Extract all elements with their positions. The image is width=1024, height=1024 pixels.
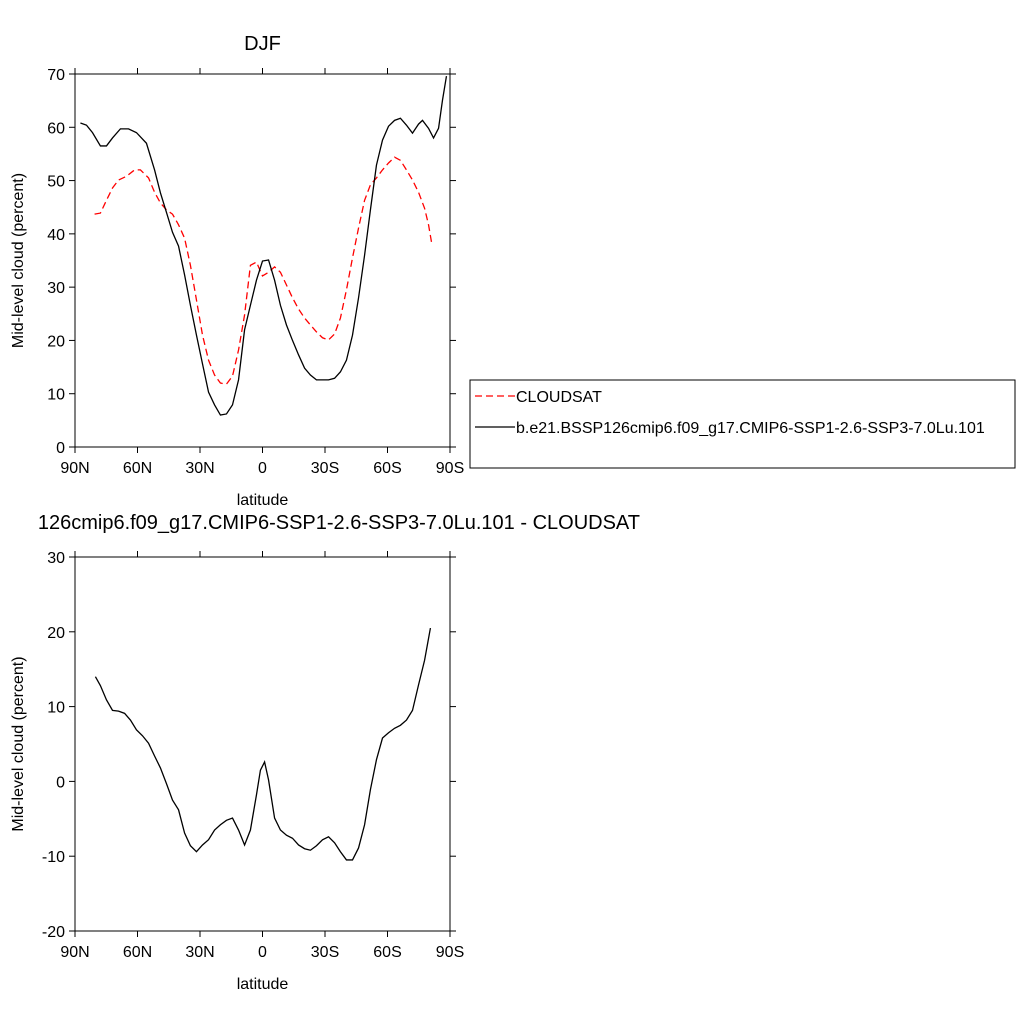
y-tick-label: 20	[47, 625, 65, 642]
y-tick-label: 20	[47, 333, 65, 350]
legend-label: b.e21.BSSP126cmip6.f09_g17.CMIP6-SSP1-2.…	[516, 420, 985, 437]
x-tick-label: 90S	[436, 460, 464, 477]
data-line	[94, 627, 432, 861]
y-tick-label: -20	[42, 924, 65, 941]
x-tick-label: 30N	[185, 460, 214, 477]
y-tick-label: 10	[47, 387, 65, 404]
x-tick-label: 60N	[123, 944, 152, 961]
x-tick-label: 30N	[185, 944, 214, 961]
x-tick-label: 0	[258, 944, 267, 961]
x-tick-label: 60N	[123, 460, 152, 477]
y-tick-label: 60	[47, 120, 65, 137]
legend-box	[469, 379, 1016, 469]
chart-title: DJF	[244, 33, 281, 55]
x-axis-label: latitude	[237, 492, 289, 509]
y-tick-label: 10	[47, 700, 65, 717]
legend-label: CLOUDSAT	[516, 389, 602, 406]
y-tick-label: 30	[47, 280, 65, 297]
y-tick-label: 0	[56, 440, 65, 457]
y-axis-label: Mid-level cloud (percent)	[10, 656, 27, 831]
data-line	[94, 156, 433, 385]
plot-frame	[74, 556, 451, 932]
chart-title: 126cmip6.f09_g17.CMIP6-SSP1-2.6-SSP3-7.0…	[38, 512, 640, 534]
y-tick-label: 40	[47, 227, 65, 244]
x-tick-label: 60S	[373, 460, 401, 477]
x-tick-label: 90N	[60, 460, 89, 477]
x-tick-label: 30S	[311, 944, 339, 961]
y-tick-label: 70	[47, 67, 65, 84]
y-tick-label: 50	[47, 174, 65, 191]
y-tick-label: 30	[47, 550, 65, 567]
x-axis-label: latitude	[237, 976, 289, 993]
x-tick-label: 0	[258, 460, 267, 477]
x-tick-label: 30S	[311, 460, 339, 477]
x-tick-label: 60S	[373, 944, 401, 961]
y-axis-label: Mid-level cloud (percent)	[10, 173, 27, 348]
y-tick-label: 0	[56, 774, 65, 791]
data-line	[80, 76, 448, 416]
y-tick-label: -10	[42, 849, 65, 866]
x-tick-label: 90S	[436, 944, 464, 961]
x-tick-label: 90N	[60, 944, 89, 961]
